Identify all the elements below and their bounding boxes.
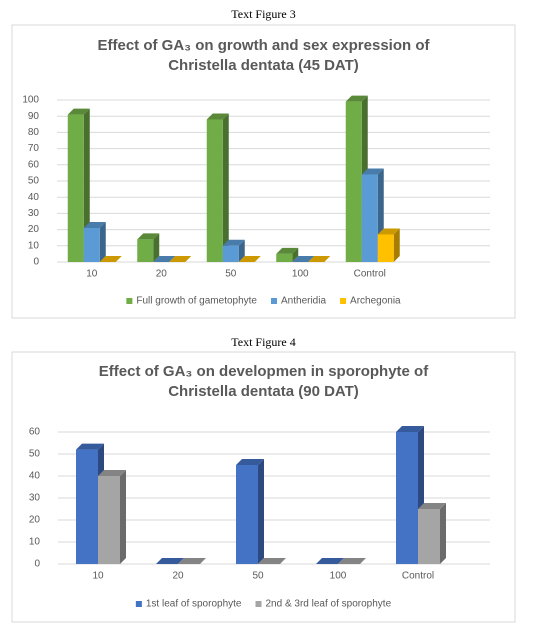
bar-top xyxy=(83,221,106,228)
x-tick-label: 20 xyxy=(156,269,168,280)
bar-top xyxy=(222,239,245,246)
x-tick-label: 10 xyxy=(92,571,104,582)
y-tick-label: 90 xyxy=(28,111,40,122)
bar-top xyxy=(178,558,206,564)
bar-top xyxy=(137,233,160,240)
y-tick-label: 50 xyxy=(29,449,41,460)
bar xyxy=(206,119,223,262)
y-tick-label: 70 xyxy=(28,143,40,154)
bar xyxy=(67,114,84,262)
bar xyxy=(361,174,378,262)
y-tick-label: 30 xyxy=(29,493,41,504)
bar-side xyxy=(222,113,229,262)
y-tick-label: 80 xyxy=(28,127,40,138)
x-tick-label: 100 xyxy=(330,571,347,582)
bar xyxy=(418,509,440,564)
y-tick-label: 0 xyxy=(34,559,40,570)
bar-top xyxy=(206,113,229,120)
bar-top xyxy=(236,459,264,465)
bar xyxy=(276,253,293,262)
legend-label: Archegonia xyxy=(350,296,401,307)
figure-caption: Text Figure 3 xyxy=(231,7,295,21)
x-tick-label: Control xyxy=(354,269,386,280)
bar-side xyxy=(292,247,299,262)
chart-frame xyxy=(11,24,516,319)
bar xyxy=(76,449,98,564)
bar-side xyxy=(238,239,245,262)
x-tick-label: 50 xyxy=(225,269,237,280)
bar-top xyxy=(156,558,184,564)
y-tick-label: 10 xyxy=(29,537,41,548)
bar-side xyxy=(393,228,400,262)
bar xyxy=(396,432,418,564)
legend-swatch xyxy=(340,298,347,304)
chart-frame xyxy=(11,351,516,623)
y-tick-label: 10 xyxy=(28,240,40,251)
bar-top xyxy=(316,558,344,564)
x-tick-label: 50 xyxy=(252,571,264,582)
y-tick-label: 50 xyxy=(28,176,40,187)
bar-side xyxy=(120,470,126,564)
legend-label: 2nd & 3rd leaf of sporophyte xyxy=(265,599,391,610)
legend-label: Antheridia xyxy=(281,296,326,307)
legend-swatch xyxy=(126,298,133,304)
bar-top xyxy=(377,228,400,235)
bar-top xyxy=(345,95,368,102)
y-tick-label: 60 xyxy=(29,427,41,438)
x-tick-label: 100 xyxy=(292,269,309,280)
legend-label: 1st leaf of sporophyte xyxy=(146,599,242,610)
chart-title: Effect of GA₃ on developmen in sporophyt… xyxy=(98,363,429,400)
bar-top xyxy=(361,168,384,175)
x-tick-label: 10 xyxy=(86,269,98,280)
y-tick-label: 60 xyxy=(28,159,40,170)
y-tick-label: 40 xyxy=(29,471,41,482)
bar xyxy=(222,245,239,262)
x-tick-label: 20 xyxy=(172,571,184,582)
bar-top xyxy=(153,256,176,262)
bar-side xyxy=(99,221,106,262)
bar-top xyxy=(308,256,331,262)
bar-top xyxy=(258,558,286,564)
bar-side xyxy=(258,459,264,564)
x-tick-label: Control xyxy=(402,571,434,582)
bar-side xyxy=(153,233,160,262)
bar-top xyxy=(338,558,366,564)
y-tick-label: 100 xyxy=(22,95,39,106)
y-tick-label: 30 xyxy=(28,208,40,219)
bar-side xyxy=(440,503,446,564)
legend-swatch xyxy=(135,601,142,607)
bar xyxy=(83,227,100,262)
y-tick-label: 40 xyxy=(28,192,40,203)
bar-top xyxy=(292,256,315,262)
legend-swatch xyxy=(255,601,262,607)
bar-top xyxy=(238,256,261,262)
legend-swatch xyxy=(271,298,277,304)
y-tick-label: 20 xyxy=(28,224,40,235)
bar-top xyxy=(98,470,126,476)
bar-top xyxy=(418,503,446,509)
y-tick-label: 20 xyxy=(29,515,41,526)
bar-top xyxy=(67,108,90,115)
bar xyxy=(345,101,362,263)
y-tick-label: 0 xyxy=(33,257,39,268)
chart-title: Effect of GA₃ on growth and sex expressi… xyxy=(97,37,430,74)
bar-top xyxy=(276,247,299,254)
bar-top xyxy=(99,256,122,262)
bar xyxy=(377,234,394,262)
legend-label: Full growth of gametophyte xyxy=(136,296,257,307)
bar-top xyxy=(396,426,424,432)
bar xyxy=(236,465,258,564)
figure-caption: Text Figure 4 xyxy=(231,335,295,349)
bar-top xyxy=(169,256,192,262)
bar xyxy=(98,476,120,564)
bar-top xyxy=(76,443,104,450)
bar xyxy=(137,239,154,262)
